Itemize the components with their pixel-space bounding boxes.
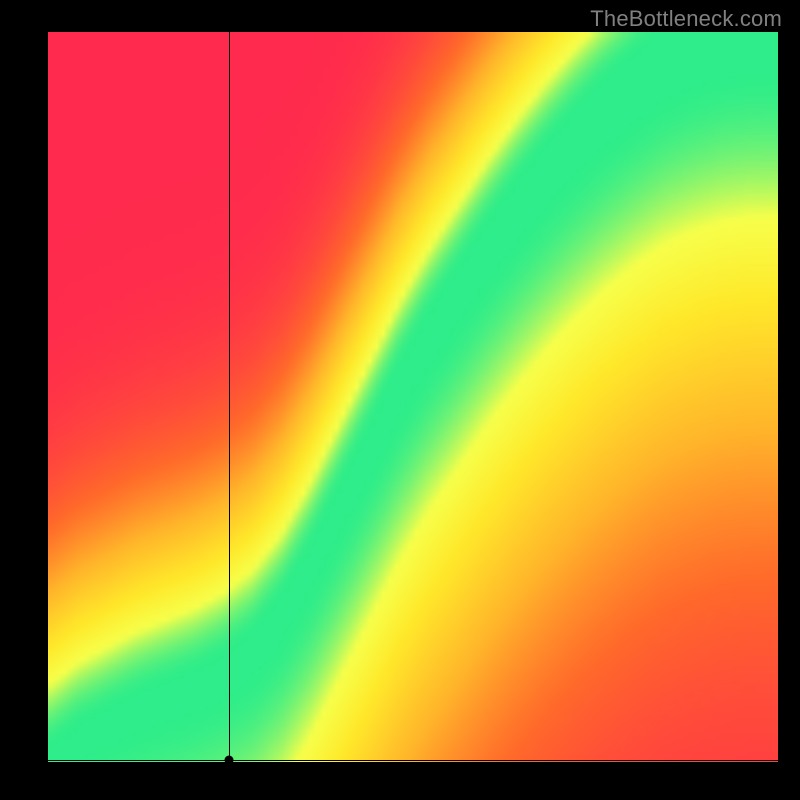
heatmap-canvas [48,32,778,762]
watermark-text: TheBottleneck.com [590,6,782,32]
heatmap-plot [48,32,778,762]
axis-vertical-crosshair [229,32,230,762]
axis-horizontal-crosshair [48,760,778,761]
selection-marker-dot [225,755,234,764]
